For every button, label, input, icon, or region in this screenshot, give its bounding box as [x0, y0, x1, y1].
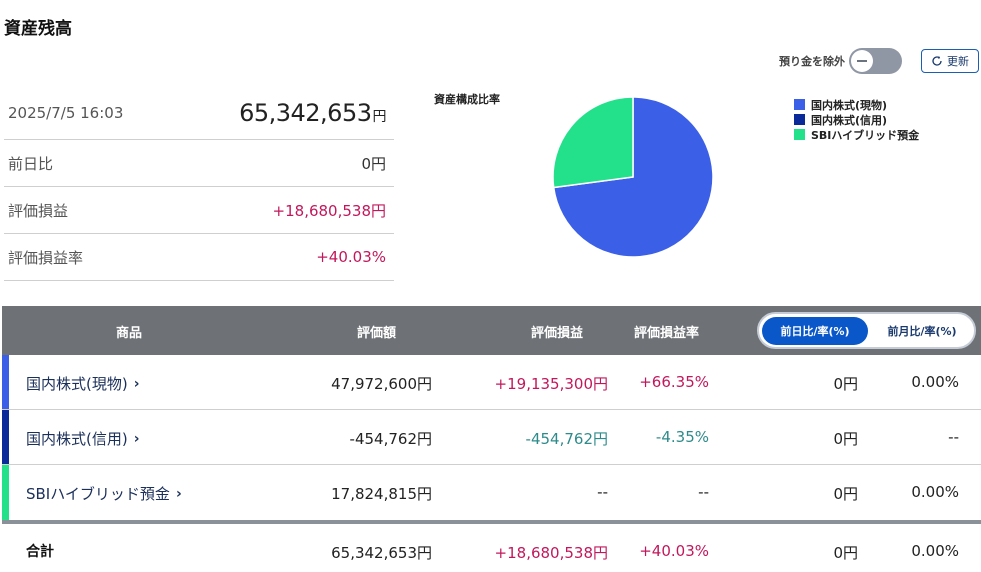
product-name: 国内株式(信用)	[26, 430, 128, 448]
summary-row-daychange: 前日比 0円	[4, 140, 394, 187]
total-divider	[2, 520, 981, 524]
summary-datetime: 2025/7/5 16:03	[8, 103, 124, 122]
chart-legend: 国内株式(現物) 国内株式(信用) SBIハイブリッド預金	[794, 97, 919, 142]
pie-slice-2	[552, 96, 634, 189]
summary-row-pl-rate: 評価損益率 +40.03%	[4, 234, 394, 281]
legend-swatch	[794, 129, 805, 140]
pl-cell: +19,135,300円	[494, 375, 608, 393]
refresh-button[interactable]: 更新	[921, 49, 979, 73]
summary-panel: 2025/7/5 16:03 65,342,653円 前日比 0円 評価損益 +…	[4, 86, 394, 281]
product-link-margin-stock[interactable]: 国内株式(信用) ›	[26, 428, 140, 449]
summary-label: 評価損益率	[8, 248, 84, 267]
chart-title: 資産構成比率	[434, 93, 500, 106]
exclude-deposit-control: 預り金を除外	[779, 48, 902, 74]
change-rate-cell: --	[948, 428, 959, 446]
summary-label: 前日比	[8, 154, 54, 173]
product-link-domestic-stock[interactable]: 国内株式(現物) ›	[26, 373, 140, 394]
legend-label: 国内株式(信用)	[811, 113, 888, 127]
change-rate-cell: 0.00%	[911, 483, 959, 501]
summary-value: +40.03%	[316, 248, 386, 266]
legend-item: 国内株式(現物)	[794, 97, 919, 112]
total-row: 合計 65,342,653円 +18,680,538円 +40.03% 0円 0…	[2, 524, 981, 572]
change-cell: 0円	[833, 375, 858, 393]
change-rate-cell: 0.00%	[911, 542, 959, 560]
asset-pie-chart	[552, 96, 714, 258]
table-row: 国内株式(信用) › -454,762円 -454,762円 -4.35% 0円 …	[2, 410, 981, 465]
product-name: SBIハイブリッド預金	[26, 485, 170, 503]
summary-label: 評価損益	[8, 201, 69, 220]
pl-cell: --	[597, 483, 608, 501]
page-title: 資産残高	[4, 19, 72, 39]
change-cell: 0円	[833, 430, 858, 448]
total-label: 合計	[26, 544, 54, 560]
legend-swatch	[794, 114, 805, 125]
table-header: 商品 評価額 評価損益 評価損益率 前日比/率(%) 前月比/率(%)	[2, 306, 981, 355]
monthly-change-tab[interactable]: 前月比/率(%)	[887, 325, 957, 338]
summary-value: 0円	[361, 154, 386, 173]
legend-swatch	[794, 99, 805, 110]
pl-cell: -454,762円	[525, 430, 608, 448]
legend-item: SBIハイブリッド預金	[794, 127, 919, 142]
header-product: 商品	[116, 326, 143, 341]
row-color-bar	[2, 355, 9, 409]
total-unit: 円	[372, 108, 387, 125]
pl-rate-cell: --	[698, 483, 709, 501]
summary-total-row: 2025/7/5 16:03 65,342,653円	[4, 86, 394, 140]
exclude-deposit-label: 預り金を除外	[779, 55, 845, 68]
summary-total-value: 65,342,653円	[239, 99, 386, 127]
daily-change-tab[interactable]: 前日比/率(%)	[762, 317, 868, 345]
header-pl: 評価損益	[531, 326, 584, 341]
chevron-right-icon: ›	[175, 485, 182, 502]
refresh-label: 更新	[947, 55, 969, 68]
chevron-right-icon: ›	[133, 430, 140, 447]
change-cell: 0円	[833, 485, 858, 503]
product-name: 国内株式(現物)	[26, 375, 128, 393]
change-rate-cell: 0.00%	[911, 373, 959, 391]
legend-label: SBIハイブリッド預金	[811, 128, 920, 142]
holdings-table: 商品 評価額 評価損益 評価損益率 前日比/率(%) 前月比/率(%) 国内株式…	[2, 306, 981, 572]
chevron-right-icon: ›	[133, 375, 140, 392]
change-cell: 0円	[833, 544, 858, 562]
change-period-segment: 前日比/率(%) 前月比/率(%)	[757, 312, 976, 349]
product-link-hybrid-deposit[interactable]: SBIハイブリッド預金 ›	[26, 483, 182, 504]
summary-row-pl: 評価損益 +18,680,538円	[4, 187, 394, 234]
table-row: 国内株式(現物) › 47,972,600円 +19,135,300円 +66.3…	[2, 355, 981, 410]
value-cell: -454,762円	[349, 430, 432, 448]
value-cell: 65,342,653円	[331, 544, 432, 562]
value-cell: 47,972,600円	[331, 375, 432, 393]
header-pl-rate: 評価損益率	[634, 326, 700, 341]
summary-value: +18,680,538円	[272, 201, 386, 220]
legend-label: 国内株式(現物)	[811, 98, 888, 112]
legend-item: 国内株式(信用)	[794, 112, 919, 127]
toggle-knob	[851, 50, 873, 72]
row-color-bar	[2, 465, 9, 520]
total-amount: 65,342,653	[239, 98, 372, 127]
pl-rate-cell: -4.35%	[655, 428, 709, 446]
pl-rate-cell: +66.35%	[639, 373, 709, 391]
refresh-icon	[932, 56, 942, 66]
row-color-bar	[2, 410, 9, 464]
table-row: SBIハイブリッド預金 › 17,824,815円 -- -- 0円 0.00%	[2, 465, 981, 520]
value-cell: 17,824,815円	[331, 485, 432, 503]
pl-cell: +18,680,538円	[494, 544, 608, 562]
exclude-deposit-toggle[interactable]	[849, 48, 902, 74]
header-value: 評価額	[357, 326, 397, 341]
pl-rate-cell: +40.03%	[639, 542, 709, 560]
